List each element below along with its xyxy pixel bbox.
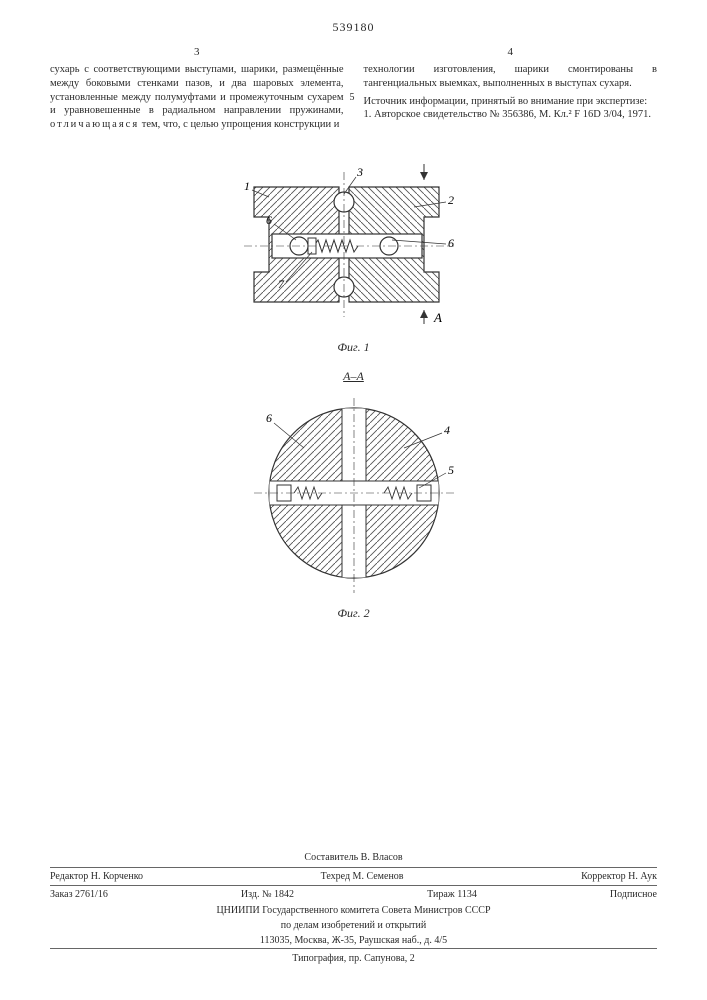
tech-editor: Техред М. Семенов <box>321 871 404 882</box>
line-number-5: 5 <box>350 91 355 104</box>
text-columns: 3 сухарь с соответствующими выступами, ш… <box>50 45 657 132</box>
left-para-1: сухарь с соответствующими выступами, шар… <box>50 64 344 116</box>
left-emphasis: отличающаяся <box>50 119 139 130</box>
source-label: Источник информации, принятый во внимани… <box>364 95 658 109</box>
section-arrow-label: А <box>433 310 442 325</box>
section-label: A–A <box>50 369 657 384</box>
right-column: 4 технологии изготовления, шарики смонти… <box>364 45 658 132</box>
svg-text:3: 3 <box>356 165 363 179</box>
svg-text:4: 4 <box>444 423 450 437</box>
corrector: Корректор Н. Аук <box>581 871 657 882</box>
compiler: Составитель В. Власов <box>50 848 657 867</box>
svg-text:7: 7 <box>278 277 285 291</box>
org-line-2: по делам изобретений и открытий <box>50 918 657 933</box>
fig1-caption: Фиг. 1 <box>50 340 657 355</box>
svg-text:6: 6 <box>266 411 272 425</box>
figures-block: А 1 2 3 6 6 7 Фиг. 1 A–A <box>50 152 657 621</box>
svg-text:6: 6 <box>266 213 272 227</box>
org-line-1: ЦНИИПИ Государственного комитета Совета … <box>50 903 657 918</box>
svg-text:2: 2 <box>448 193 454 207</box>
podpisnoe: Подписное <box>610 889 657 900</box>
tirazh: Тираж 1134 <box>427 889 477 900</box>
fig2-caption: Фиг. 2 <box>50 606 657 621</box>
footer-block: Составитель В. Власов Редактор Н. Корчен… <box>50 848 657 964</box>
left-column: 3 сухарь с соответствующими выступами, ш… <box>50 45 344 132</box>
figure-1: А 1 2 3 6 6 7 <box>214 152 494 332</box>
svg-text:6: 6 <box>448 236 454 250</box>
order-number: Заказ 2761/16 <box>50 889 108 900</box>
editor: Редактор Н. Корченко <box>50 871 143 882</box>
credits-row-1: Редактор Н. Корченко Техред М. Семенов К… <box>50 868 657 885</box>
svg-text:5: 5 <box>448 463 454 477</box>
col-num-left: 3 <box>50 45 344 59</box>
left-para-2: тем, что, с целью упрощения конструкции … <box>139 119 339 130</box>
typography: Типография, пр. Сапунова, 2 <box>50 949 657 964</box>
credits-row-2: Заказ 2761/16 Изд. № 1842 Тираж 1134 Под… <box>50 886 657 903</box>
figure-2: 4 5 6 <box>244 388 464 598</box>
svg-text:1: 1 <box>244 179 250 193</box>
izd-number: Изд. № 1842 <box>241 889 294 900</box>
source-item: 1. Авторское свидетельство № 356386, М. … <box>364 108 658 122</box>
document-number: 539180 <box>50 20 657 35</box>
org-line-3: 113035, Москва, Ж-35, Раушская наб., д. … <box>50 933 657 948</box>
right-para-1: технологии изготовления, шарики смонтиро… <box>364 63 658 90</box>
col-num-right: 4 <box>364 45 658 59</box>
